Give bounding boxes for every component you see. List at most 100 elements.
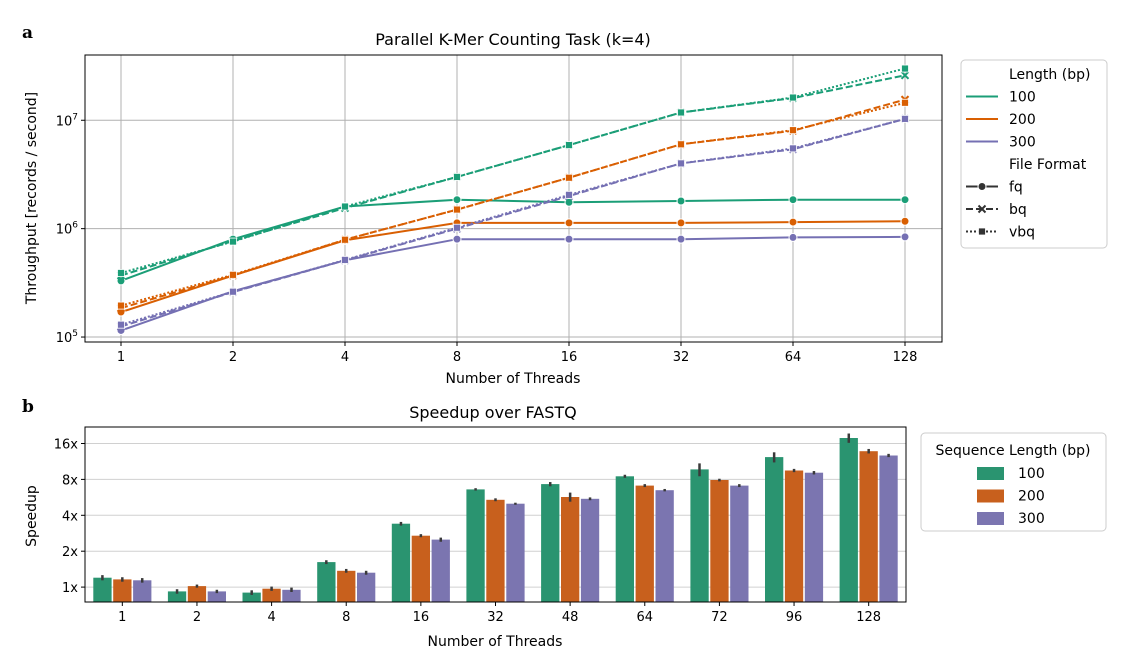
x-tick-label: 1 bbox=[117, 350, 125, 365]
x-tick-label: 16 bbox=[413, 610, 430, 625]
bar bbox=[765, 457, 784, 602]
data-point bbox=[789, 93, 797, 102]
bar-group-8 bbox=[317, 560, 376, 602]
bar bbox=[207, 591, 226, 602]
legend-style-title: File Format bbox=[1009, 157, 1087, 173]
bar-group-2 bbox=[167, 584, 226, 602]
bar-group-96 bbox=[765, 452, 824, 602]
data-point bbox=[677, 159, 685, 168]
panel-b-legend: Sequence Length (bp) 100 200 300 bbox=[920, 432, 1107, 532]
data-point bbox=[788, 217, 798, 227]
bar bbox=[486, 499, 505, 602]
data-point bbox=[564, 234, 574, 244]
series-100-vbq bbox=[117, 64, 909, 277]
bar bbox=[580, 498, 600, 602]
data-point bbox=[341, 235, 349, 244]
legend-label: 300 bbox=[1009, 135, 1036, 151]
x-tick-label: 128 bbox=[893, 350, 918, 365]
bar bbox=[133, 580, 152, 602]
data-point bbox=[229, 237, 237, 246]
x-tick-label: 1 bbox=[118, 610, 126, 625]
x-tick-label: 4 bbox=[267, 610, 275, 625]
bar-group-1 bbox=[93, 575, 152, 602]
bar bbox=[242, 592, 261, 602]
legend-label: 300 bbox=[1018, 511, 1045, 527]
bar-group-48 bbox=[541, 482, 600, 602]
legend-label: 100 bbox=[1009, 90, 1036, 106]
x-tick-label: 96 bbox=[786, 610, 803, 625]
bar-group-64 bbox=[615, 474, 674, 602]
bar bbox=[113, 579, 132, 602]
data-point bbox=[229, 270, 237, 279]
data-point bbox=[564, 218, 574, 228]
bar bbox=[655, 490, 674, 602]
bar bbox=[690, 469, 709, 602]
data-point bbox=[565, 141, 573, 149]
bar bbox=[784, 470, 804, 602]
legend-box bbox=[920, 432, 1107, 532]
bar bbox=[411, 535, 430, 602]
bar bbox=[635, 485, 654, 602]
panel-a-series bbox=[116, 64, 910, 335]
bar bbox=[859, 451, 878, 602]
data-point bbox=[452, 234, 462, 244]
x-tick-label: 8 bbox=[342, 610, 350, 625]
data-point bbox=[453, 223, 461, 232]
data-point bbox=[676, 218, 686, 228]
bar bbox=[93, 577, 112, 602]
x-tick-label: 8 bbox=[453, 350, 461, 365]
series-300-fq bbox=[116, 232, 910, 335]
data-point bbox=[900, 216, 910, 226]
panel-a-title: Parallel K-Mer Counting Task (k=4) bbox=[375, 30, 651, 49]
y-tick-label: 1x bbox=[62, 581, 78, 596]
x-tick-label: 128 bbox=[856, 610, 881, 625]
data-point bbox=[901, 64, 909, 73]
data-point bbox=[977, 204, 987, 214]
data-point bbox=[900, 195, 910, 205]
bar bbox=[730, 485, 749, 602]
data-point bbox=[789, 144, 797, 153]
data-point bbox=[978, 227, 986, 236]
legend-label: 200 bbox=[1009, 112, 1036, 128]
bar bbox=[615, 476, 634, 602]
legend-title: Sequence Length (bp) bbox=[936, 443, 1091, 459]
series-line bbox=[120, 117, 906, 326]
data-point bbox=[789, 126, 797, 135]
panel-b-letter: b bbox=[22, 397, 34, 417]
panel-b-title: Speedup over FASTQ bbox=[409, 403, 577, 422]
bar bbox=[357, 572, 376, 602]
legend-label: vbq bbox=[1009, 225, 1035, 241]
panel-b-frame bbox=[84, 426, 907, 603]
data-point bbox=[977, 182, 987, 191]
data-point bbox=[117, 320, 125, 329]
series-line bbox=[120, 74, 906, 277]
y-tick-label: 16x bbox=[54, 437, 79, 452]
bar bbox=[282, 589, 301, 602]
x-tick-label: 64 bbox=[785, 350, 802, 365]
panel-b-xlabel: Number of Threads bbox=[428, 634, 563, 650]
data-point bbox=[117, 301, 125, 310]
legend-swatch bbox=[977, 512, 1004, 525]
legend-swatch bbox=[977, 489, 1004, 503]
panel-a-ylabel: Throughput [records / second] bbox=[24, 92, 40, 305]
bar-group-32 bbox=[466, 488, 525, 602]
data-point bbox=[229, 287, 237, 296]
bar bbox=[839, 438, 858, 602]
x-tick-label: 32 bbox=[673, 350, 690, 365]
y-tick-label: 8x bbox=[62, 473, 78, 488]
bar bbox=[466, 489, 485, 602]
bar bbox=[561, 497, 580, 602]
x-tick-label: 16 bbox=[561, 350, 578, 365]
x-tick-label: 64 bbox=[636, 610, 653, 625]
series-line bbox=[120, 220, 906, 314]
bar bbox=[879, 455, 898, 602]
bar bbox=[804, 472, 824, 602]
panel-a-legend: Length (bp) 100 200 300 File Format fq bq vbq bbox=[960, 59, 1108, 249]
x-tick-label: 32 bbox=[487, 610, 504, 625]
legend-label: bq bbox=[1009, 202, 1027, 218]
bar bbox=[262, 588, 281, 602]
bar bbox=[391, 523, 411, 602]
data-point bbox=[676, 234, 686, 244]
